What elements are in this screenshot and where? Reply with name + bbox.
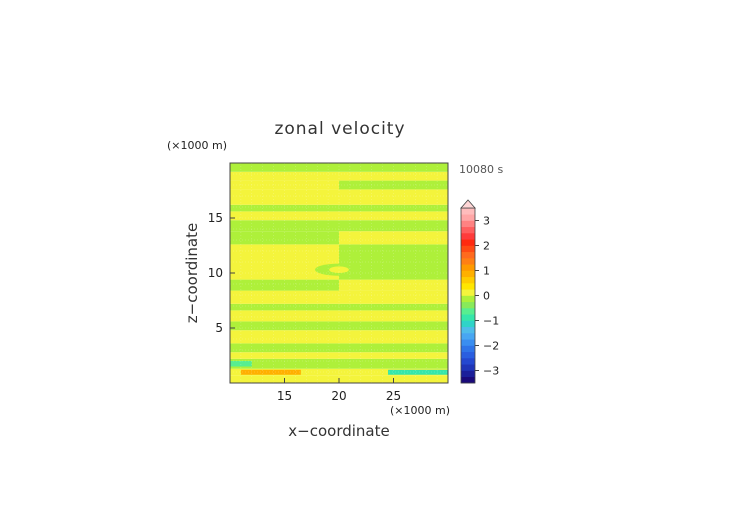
y-axis-ticks: 5 10 15: [208, 211, 235, 335]
colorbar-tick-label: −2: [483, 340, 499, 353]
contour-band: [230, 368, 448, 376]
contour-band: [230, 171, 448, 181]
colorbar-segment: [461, 345, 475, 353]
colorbar-tick-label: 0: [483, 290, 490, 303]
contour-band: [339, 244, 448, 280]
x-axis-label: x−coordinate: [288, 422, 389, 440]
colorbar-tick-label: 2: [483, 240, 490, 253]
colorbar-segment: [461, 364, 475, 371]
colorbar-segment: [461, 370, 475, 378]
contour-band: [388, 369, 448, 375]
contour-band: [230, 290, 448, 304]
colorbar-segment: [461, 376, 475, 384]
contour-band: [230, 180, 339, 190]
colorbar-segment: [461, 270, 475, 278]
y-tick-label: 10: [208, 266, 223, 280]
colorbar-segment: [461, 333, 475, 340]
contour-band: [230, 358, 448, 369]
colorbar-segment: [461, 251, 475, 259]
contour-band: [230, 163, 448, 172]
z-unit-label: (×1000 m): [167, 139, 227, 152]
contour-band: [230, 211, 448, 221]
colorbar-segment: [461, 339, 475, 346]
chart-title: zonal velocity: [274, 119, 405, 139]
colorbar-segment: [461, 220, 475, 228]
colorbar-segment: [461, 295, 475, 303]
contour-band: [230, 303, 448, 311]
contour-band: [339, 231, 448, 245]
contour-band: [240, 369, 301, 375]
y-tick-label: 5: [215, 321, 223, 335]
x-axis-ticks: 15 20 25: [277, 378, 401, 403]
x-unit-label: (×1000 m): [390, 404, 450, 417]
colorbar-segment: [461, 245, 475, 253]
colorbar-segment: [461, 214, 475, 221]
contour-band: [230, 343, 448, 353]
y-axis-label: z−coordinate: [183, 223, 201, 323]
contour-band: [230, 279, 339, 291]
contour-band: [230, 189, 448, 205]
colorbar-extend-arrow: [460, 199, 476, 209]
plot-area: [229, 162, 449, 384]
x-tick-label: 25: [386, 389, 401, 403]
contour-band: [230, 244, 339, 280]
colorbar-segment: [461, 289, 475, 296]
colorbar-segment: [461, 351, 475, 359]
colorbar-tick-label: −1: [483, 315, 499, 328]
contour-band: [230, 321, 448, 331]
contour-band: [230, 310, 448, 322]
colorbar-segment: [461, 283, 475, 290]
colorbar-segment: [461, 226, 475, 234]
contour-band: [339, 180, 448, 190]
contour-band: [230, 352, 448, 359]
colorbar-segment: [461, 314, 475, 321]
x-tick-label: 20: [331, 389, 346, 403]
contour-band: [230, 361, 252, 367]
colorbar-segment: [461, 208, 475, 215]
contour-band: [230, 204, 448, 212]
colorbar-segment: [461, 264, 475, 271]
contour-band: [339, 279, 448, 291]
colorbar-segment: [461, 233, 475, 240]
colorbar-segment: [461, 358, 475, 365]
colorbar-segment: [461, 301, 475, 309]
colorbar-segment: [461, 276, 475, 284]
colorbar-segment: [461, 308, 475, 315]
colorbar-segment: [461, 320, 475, 328]
time-label: 10080 s: [459, 163, 503, 176]
contour-band: [230, 330, 448, 344]
colorbar-segment: [461, 239, 475, 246]
colorbar: 3 2 1 0 −1 −2 −3: [460, 199, 499, 384]
colorbar-segment: [461, 258, 475, 265]
contour-band: [230, 220, 448, 232]
contour-fill: [230, 163, 448, 383]
colorbar-tick-label: −3: [483, 365, 499, 378]
x-tick-label: 15: [277, 389, 292, 403]
colorbar-segment: [461, 326, 475, 334]
colorbar-tick-label: 1: [483, 265, 490, 278]
y-tick-label: 15: [208, 211, 223, 225]
colorbar-tick-label: 3: [483, 215, 490, 228]
contour-blob: [329, 266, 349, 274]
contour-band: [230, 231, 339, 245]
